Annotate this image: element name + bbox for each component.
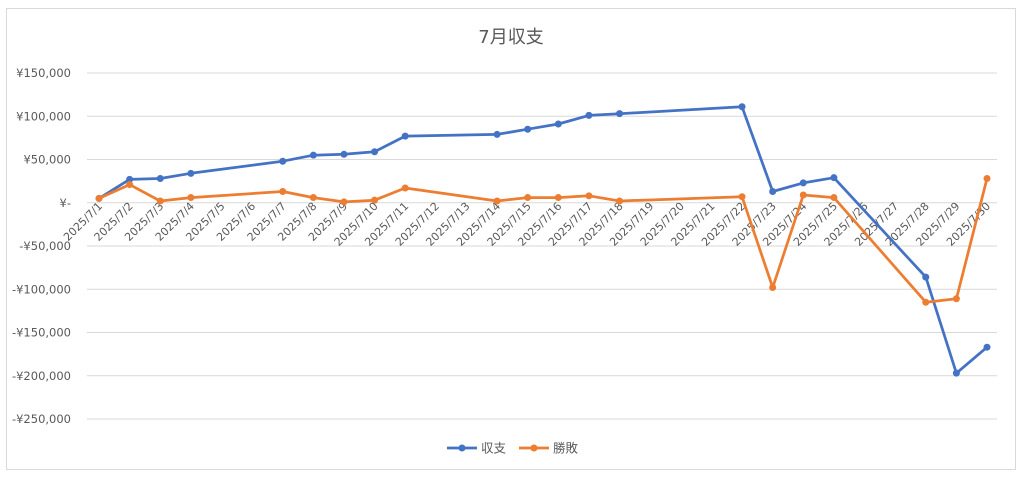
legend-item: 収支: [447, 441, 507, 456]
data-point: [952, 295, 960, 303]
data-point: [554, 120, 562, 128]
data-point: [585, 111, 593, 119]
data-point: [340, 198, 348, 206]
chart-title: 7月収支: [478, 27, 543, 48]
data-point: [309, 194, 317, 202]
data-point: [401, 184, 409, 192]
data-point: [279, 157, 287, 165]
y-tick-label: -¥150,000: [12, 326, 71, 340]
data-point: [279, 188, 287, 196]
data-point: [983, 175, 991, 183]
legend-label: 収支: [481, 441, 507, 456]
data-point: [401, 132, 409, 140]
data-point: [493, 130, 501, 138]
data-point: [187, 169, 195, 177]
y-axis-ticks: ¥150,000 ¥100,000 ¥50,000 ¥- -¥50,000 -¥100,0…: [12, 66, 71, 426]
series-lines: [95, 103, 991, 377]
series-2: [95, 175, 991, 306]
data-point: [983, 343, 991, 351]
data-point: [371, 196, 379, 204]
data-point: [830, 194, 838, 202]
data-point: [799, 179, 807, 187]
data-point: [524, 125, 532, 133]
gridlines: [87, 72, 997, 420]
legend-item: 勝敗: [519, 441, 579, 456]
data-point: [95, 194, 103, 202]
data-point: [799, 191, 807, 199]
data-point: [524, 194, 532, 202]
chart-svg: 7月収支 ¥150,000 ¥100,000 ¥50,000 ¥- -¥50,000 -¥…: [12, 27, 997, 456]
data-point: [493, 197, 501, 205]
legend: 収支 勝敗: [447, 441, 579, 456]
data-point: [126, 181, 134, 189]
y-tick-label: -¥50,000: [19, 239, 71, 253]
data-point: [126, 175, 134, 183]
data-point: [340, 150, 348, 158]
data-point: [769, 284, 777, 292]
data-point: [738, 193, 746, 201]
chart-frame: 7月収支 ¥150,000 ¥100,000 ¥50,000 ¥- -¥50,000 -¥…: [6, 8, 1016, 470]
y-tick-label: ¥-: [60, 196, 71, 210]
data-point: [738, 103, 746, 111]
data-point: [769, 188, 777, 196]
data-point: [554, 194, 562, 202]
legend-marker: [530, 444, 538, 452]
y-tick-label: -¥100,000: [12, 282, 71, 296]
data-point: [830, 174, 838, 182]
data-point: [616, 110, 624, 118]
data-point: [952, 369, 960, 377]
y-tick-label: -¥250,000: [12, 412, 71, 426]
legend-label: 勝敗: [553, 441, 579, 456]
data-point: [616, 197, 624, 205]
y-tick-label: ¥100,000: [16, 109, 71, 123]
y-tick-label: ¥50,000: [23, 153, 71, 167]
series-1: [95, 103, 991, 377]
x-axis-ticks: 2025/7/12025/7/22025/7/32025/7/42025/7/5…: [61, 200, 993, 249]
data-point: [309, 151, 317, 159]
data-point: [922, 273, 930, 281]
y-tick-label: -¥200,000: [12, 369, 71, 383]
legend-marker: [458, 444, 466, 452]
data-point: [187, 194, 195, 202]
y-tick-label: ¥150,000: [16, 66, 71, 80]
data-point: [585, 192, 593, 200]
data-point: [371, 148, 379, 156]
data-point: [922, 298, 930, 306]
data-point: [156, 175, 164, 183]
data-point: [156, 197, 164, 205]
